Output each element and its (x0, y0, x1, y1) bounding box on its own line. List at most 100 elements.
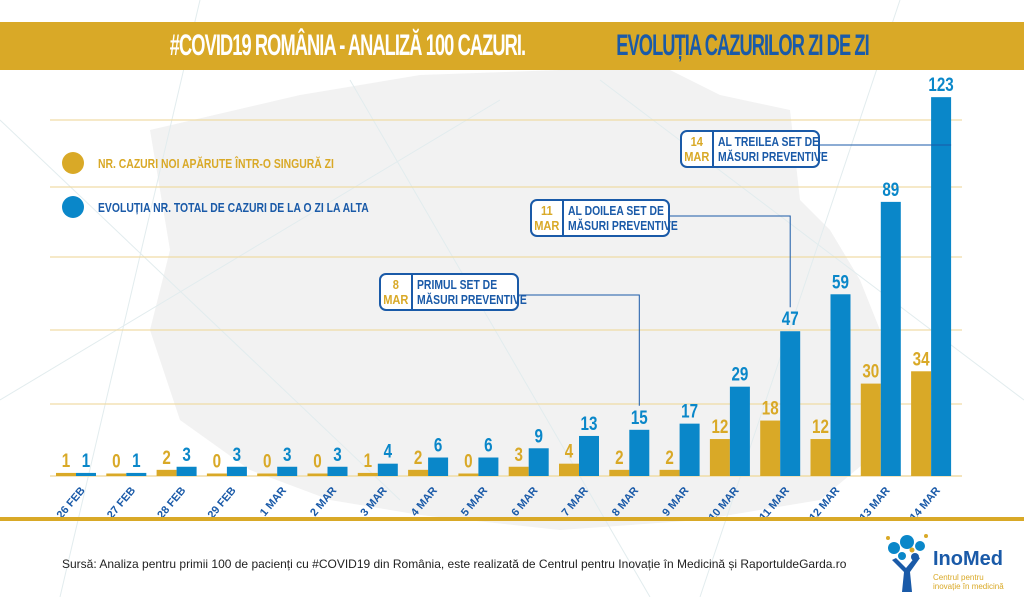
data-label: 15 (631, 406, 648, 428)
x-tick-label: 2 MAR (308, 485, 339, 519)
annotation-connector (519, 294, 640, 406)
annotation-text: MĂSURI PREVENTIVE (567, 218, 678, 233)
data-label: 4 (565, 440, 574, 462)
bar-new-cases (860, 383, 881, 476)
x-tick-label: 4 MAR (409, 485, 440, 519)
annotation-month: MAR (383, 292, 409, 307)
data-label: 89 (882, 178, 899, 200)
data-label: 17 (681, 400, 698, 422)
x-tick-label: 6 MAR (509, 485, 540, 519)
annotation-month: MAR (684, 149, 710, 164)
annotation-text: AL DOILEA SET DE (567, 203, 664, 218)
bar-new-cases (156, 469, 177, 476)
footer-divider (0, 517, 1024, 521)
data-label: 1 (364, 449, 373, 471)
bar-new-cases (609, 469, 630, 476)
bar-new-cases (659, 469, 680, 476)
legend-swatch-blue (62, 196, 84, 218)
bar-total-cases (528, 448, 549, 476)
bar-new-cases (911, 371, 932, 476)
bar-new-cases (810, 439, 831, 476)
bar-total-cases (579, 435, 599, 476)
bar-new-cases (709, 439, 730, 476)
bar-new-cases (458, 473, 479, 476)
legend-item-total-cases: EVOLUȚIA NR. TOTAL DE CAZURI DE LA O ZI … (62, 196, 436, 218)
title-banner: #COVID19 ROMÂNIA - ANALIZĂ 100 CAZURI. E… (0, 22, 1024, 70)
annotation-second-measures: 11 MAR AL DOILEA SET DE MĂSURI PREVENTIVE (530, 199, 677, 237)
bar-total-cases (176, 466, 197, 476)
data-label: 1 (82, 449, 91, 471)
x-tick-label: 5 MAR (459, 485, 490, 519)
legend-swatch-gold (62, 152, 84, 174)
data-label: 3 (182, 443, 190, 465)
annotation-text: PRIMUL SET DE (416, 277, 497, 292)
bar-total-cases (679, 423, 700, 476)
data-label: 0 (112, 450, 120, 472)
data-label: 123 (928, 73, 953, 95)
data-label: 0 (213, 450, 221, 472)
bar-total-cases (76, 472, 96, 476)
x-tick-label: 9 MAR (660, 485, 691, 519)
annotation-third-measures: 14 MAR AL TREILEA SET DE MĂSURI PREVENTIVE (680, 130, 827, 168)
legend-item-new-cases: NR. CAZURI NOI APĂRUTE ÎNTR-O SINGURĂ ZI (62, 152, 393, 174)
data-label: 3 (283, 443, 291, 465)
data-label: 18 (762, 397, 779, 419)
inomed-logo-icon (886, 534, 928, 592)
annotation-month: MAR (534, 218, 560, 233)
data-label: 9 (534, 425, 542, 447)
bar-new-cases (206, 473, 227, 476)
bar-new-cases (307, 473, 328, 476)
legend-label: EVOLUȚIA NR. TOTAL DE CAZURI DE LA O ZI … (98, 199, 369, 215)
data-label: 13 (581, 412, 598, 434)
x-tick-label: 8 MAR (610, 485, 641, 519)
bar-total-cases (126, 472, 147, 476)
bar-new-cases (760, 420, 781, 476)
annotation-day: 14 (690, 134, 703, 149)
bar-total-cases (780, 331, 801, 476)
annotation-connector (670, 215, 791, 308)
data-label: 30 (862, 360, 879, 382)
data-label: 3 (233, 443, 241, 465)
bar-total-cases (277, 466, 298, 476)
data-label: 2 (414, 446, 422, 468)
title-part1: #COVID19 ROMÂNIA - ANALIZĂ 100 CAZURI. (169, 29, 526, 62)
bar-new-cases (508, 466, 529, 476)
data-label: 47 (782, 308, 799, 330)
annotation-first-measures: 8 MAR PRIMUL SET DE MĂSURI PREVENTIVE (379, 273, 526, 311)
x-tick-label: 27 FEB (105, 485, 138, 521)
data-label: 12 (812, 415, 829, 437)
bar-total-cases (478, 457, 499, 476)
data-label: 12 (711, 415, 728, 437)
data-label: 6 (434, 434, 442, 456)
data-label: 3 (333, 443, 341, 465)
bar-total-cases (931, 97, 952, 476)
logo-name: InoMed (933, 548, 1003, 570)
data-label: 0 (464, 450, 472, 472)
data-label: 2 (665, 446, 673, 468)
x-tick-label: 3 MAR (358, 485, 389, 519)
annotation-day: 8 (392, 277, 399, 292)
data-label: 6 (484, 434, 492, 456)
annotation-text: MĂSURI PREVENTIVE (717, 149, 828, 164)
bar-total-cases (428, 457, 449, 476)
bar-new-cases (408, 469, 429, 476)
annotation-text: AL TREILEA SET DE (717, 134, 819, 149)
bar-new-cases (56, 472, 76, 476)
legend-label: NR. CAZURI NOI APĂRUTE ÎNTR-O SINGURĂ ZI (98, 155, 334, 171)
x-tick-label: 26 FEB (55, 485, 88, 521)
x-tick-label: 1 MAR (258, 485, 289, 519)
data-label: 34 (913, 348, 930, 370)
bar-total-cases (377, 463, 398, 476)
annotation-text: MĂSURI PREVENTIVE (416, 292, 527, 307)
bar-new-cases (559, 463, 579, 476)
data-label: 3 (514, 443, 522, 465)
bar-new-cases (257, 473, 278, 476)
x-tick-label: 28 FEB (155, 485, 188, 521)
data-label: 29 (731, 363, 748, 385)
logo-subtitle: Centrul pentru inovație în medicină (933, 573, 1004, 591)
source-text: Sursă: Analiza pentru primii 100 de paci… (62, 557, 847, 571)
bar-total-cases (830, 294, 851, 476)
bar-new-cases (357, 472, 378, 476)
bar-total-cases (327, 466, 348, 476)
data-label: 4 (384, 440, 393, 462)
